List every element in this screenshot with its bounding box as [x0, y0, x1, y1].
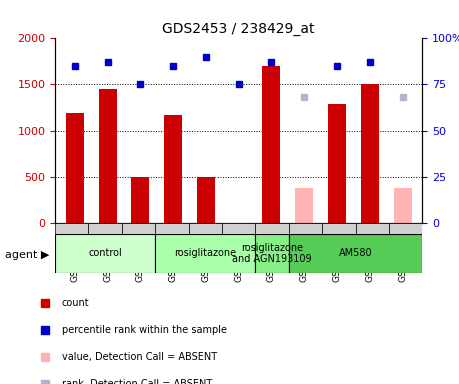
FancyBboxPatch shape [155, 234, 255, 273]
FancyBboxPatch shape [89, 223, 122, 234]
FancyBboxPatch shape [356, 223, 389, 234]
FancyBboxPatch shape [255, 234, 289, 273]
Text: percentile rank within the sample: percentile rank within the sample [62, 325, 226, 335]
Bar [99, 89, 117, 223]
Text: rank, Detection Call = ABSENT: rank, Detection Call = ABSENT [62, 379, 212, 384]
FancyBboxPatch shape [122, 223, 155, 234]
FancyBboxPatch shape [189, 223, 222, 234]
Text: rosiglitazone: rosiglitazone [174, 248, 236, 258]
Text: rosiglitazone
and AGN193109: rosiglitazone and AGN193109 [232, 243, 312, 264]
FancyBboxPatch shape [389, 223, 422, 234]
Bar [394, 188, 412, 223]
Title: GDS2453 / 238429_at: GDS2453 / 238429_at [162, 22, 315, 36]
Bar [131, 177, 149, 223]
FancyBboxPatch shape [222, 223, 255, 234]
Bar [66, 113, 84, 223]
Text: value, Detection Call = ABSENT: value, Detection Call = ABSENT [62, 352, 217, 362]
Bar [263, 66, 280, 223]
Bar [361, 84, 379, 223]
FancyBboxPatch shape [289, 223, 322, 234]
FancyBboxPatch shape [55, 223, 89, 234]
Bar [328, 104, 346, 223]
Text: control: control [88, 248, 122, 258]
FancyBboxPatch shape [322, 223, 356, 234]
FancyBboxPatch shape [289, 234, 422, 273]
Text: agent ▶: agent ▶ [5, 250, 49, 260]
FancyBboxPatch shape [155, 223, 189, 234]
Text: count: count [62, 298, 89, 308]
FancyBboxPatch shape [55, 234, 155, 273]
Text: AM580: AM580 [339, 248, 372, 258]
Bar [197, 177, 215, 223]
Bar [164, 115, 182, 223]
Bar [295, 188, 313, 223]
FancyBboxPatch shape [255, 223, 289, 234]
